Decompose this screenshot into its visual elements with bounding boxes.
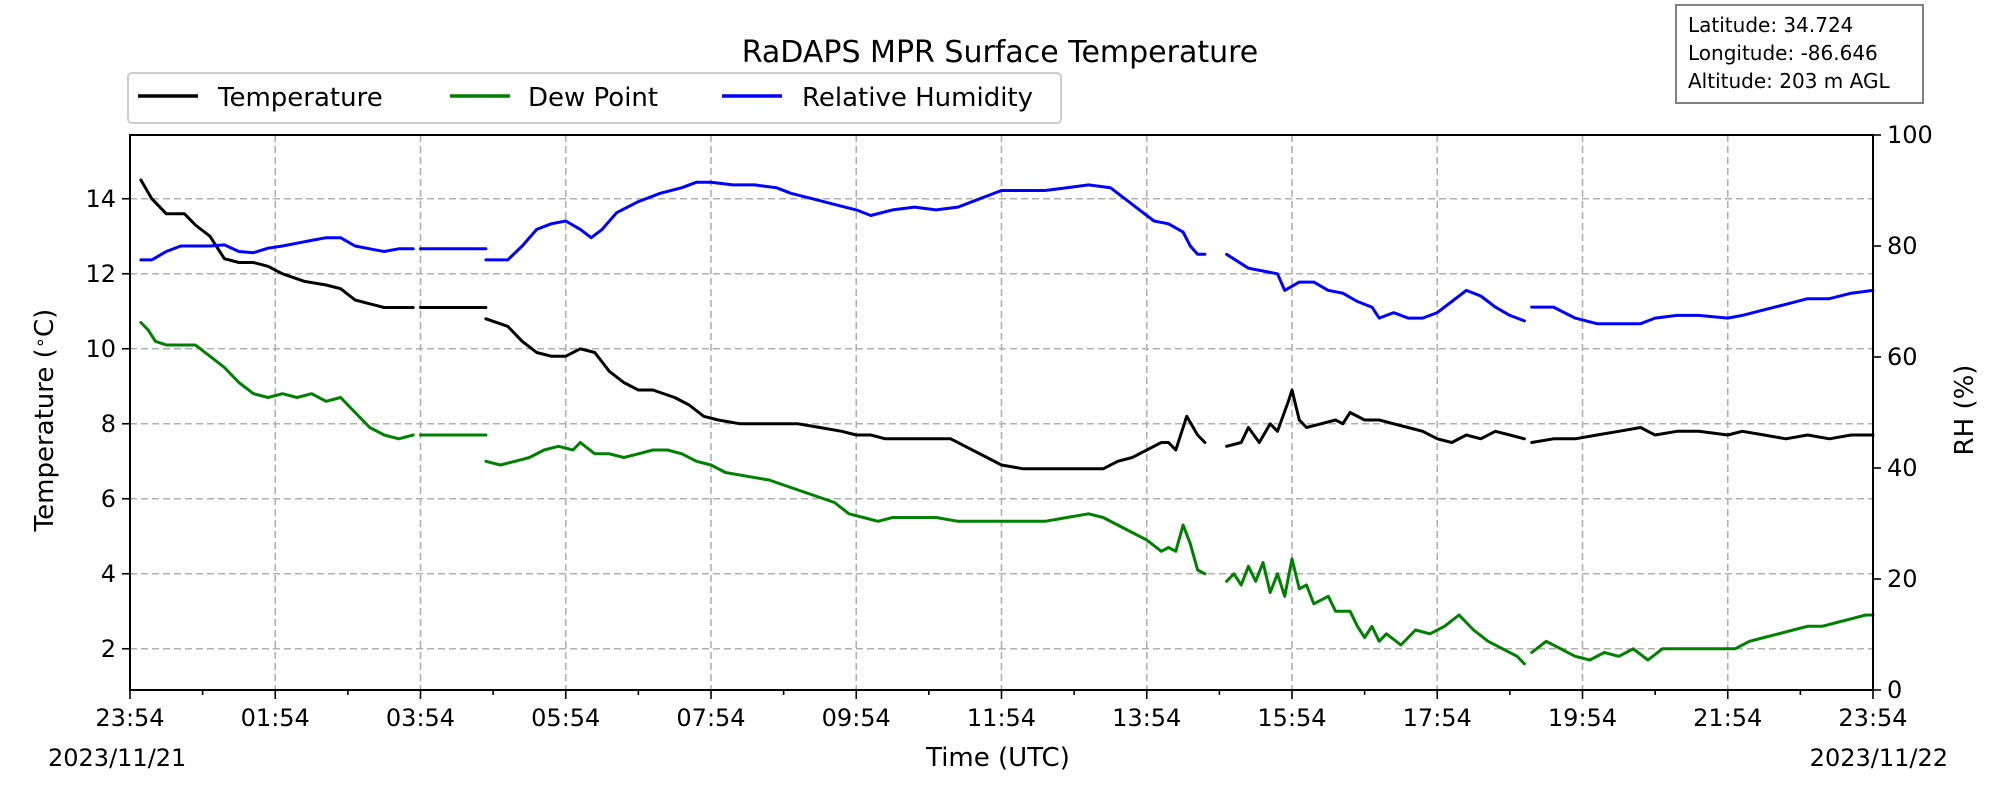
relative-humidity-line <box>484 180 1207 262</box>
temperature-line <box>484 317 1207 471</box>
x-tick-label: 05:54 <box>531 704 600 732</box>
y-right-tick-label: 80 <box>1887 232 1918 260</box>
y-left-tick-label: 2 <box>101 635 116 663</box>
x-axis-label: Time (UTC) <box>925 743 1070 773</box>
relative-humidity-line <box>139 236 415 262</box>
legend-entry-temperature: Temperature <box>138 83 383 113</box>
longitude-text: Longitude: -86.646 <box>1688 41 1878 65</box>
legend-entry-dew-point: Dew Point <box>450 83 658 113</box>
legend-label-temperature: Temperature <box>217 83 383 113</box>
grid <box>130 135 1873 690</box>
y-right-tick-label: 0 <box>1887 676 1902 704</box>
y-axis-label-right: RH (%) <box>1950 365 1980 456</box>
y-right-tick-label: 60 <box>1887 343 1918 371</box>
plot-frame <box>129 134 1874 691</box>
temperature-line <box>139 178 415 309</box>
station-info-frame <box>1675 4 1924 104</box>
x-tick-label: 09:54 <box>822 704 891 732</box>
y-left-tick-label: 10 <box>85 335 116 363</box>
y-left-tick-label: 8 <box>101 410 116 438</box>
x-tick-label: 01:54 <box>241 704 310 732</box>
x-tick-label: 19:54 <box>1548 704 1617 732</box>
legend-box <box>127 72 1062 124</box>
y-right-tick-label: 40 <box>1887 454 1918 482</box>
end-date-label: 2023/11/22 <box>1810 744 1948 772</box>
x-tick-label: 03:54 <box>386 704 455 732</box>
axes: 23:54 01:54 03:54 05:54 07:54 09:54 11:54 13:54… <box>85 121 1932 732</box>
temperature-line <box>1225 388 1526 448</box>
y-left-tick-label: 14 <box>85 185 116 213</box>
dew-point-line <box>1225 557 1526 666</box>
altitude-text: Altitude: 203 m AGL <box>1688 69 1890 93</box>
y-left-tick-label: 4 <box>101 560 116 588</box>
x-tick-label: 13:54 <box>1112 704 1181 732</box>
x-tick-label: 11:54 <box>967 704 1036 732</box>
y-right-tick-label: 20 <box>1887 565 1918 593</box>
latitude-text: Latitude: 34.724 <box>1688 13 1853 37</box>
y-left-tick-label: 6 <box>101 485 116 513</box>
x-tick-label: 17:54 <box>1403 704 1472 732</box>
station-info-box: Latitude: 34.724 Longitude: -86.646 Alti… <box>1675 4 1924 104</box>
x-tick-label: 21:54 <box>1693 704 1762 732</box>
legend: Temperature Dew Point Relative Humidity <box>127 72 1062 124</box>
chart-title: RaDAPS MPR Surface Temperature <box>742 35 1259 70</box>
y-axis-label-left: Temperature (∘C) <box>30 309 60 533</box>
legend-label-dew-point: Dew Point <box>528 83 658 113</box>
y-right-tick-label: 100 <box>1887 121 1933 149</box>
relative-humidity-line <box>1530 288 1875 326</box>
relative-humidity-line <box>1225 252 1526 323</box>
dew-point-line <box>1530 613 1875 662</box>
legend-label-relative-humidity: Relative Humidity <box>802 83 1033 113</box>
dew-point-line <box>484 441 1207 576</box>
dew-point-line <box>139 321 415 441</box>
start-date-label: 2023/11/21 <box>48 744 186 772</box>
plot-lines <box>139 178 1875 666</box>
x-tick-label: 23:54 <box>95 704 164 732</box>
x-tick-label: 15:54 <box>1257 704 1326 732</box>
legend-entry-relative-humidity: Relative Humidity <box>722 83 1033 113</box>
x-tick-label: 23:54 <box>1838 704 1907 732</box>
x-tick-label: 07:54 <box>676 704 745 732</box>
temperature-line <box>1530 426 1875 444</box>
y-left-tick-label: 12 <box>85 260 116 288</box>
